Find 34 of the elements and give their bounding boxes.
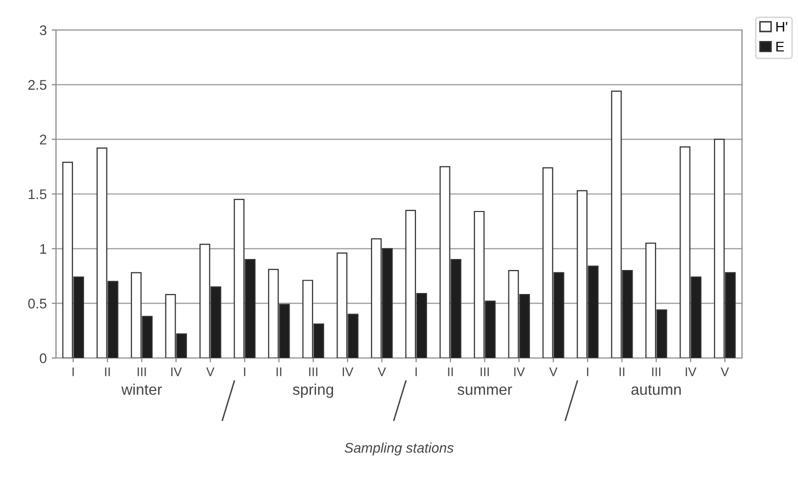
x-tick-label: I <box>244 367 246 376</box>
x-tick-label: I <box>587 367 588 376</box>
x-tick-label: III <box>480 367 489 376</box>
x-tick-label: V <box>378 367 386 376</box>
text: autumn <box>631 384 681 395</box>
legend-label: E <box>776 42 784 52</box>
y-tick-label: 1 <box>40 244 46 254</box>
x-tick-label: II <box>620 367 624 376</box>
y-tick-label: 3 <box>40 25 46 36</box>
y-tick-label: 2.5 <box>28 80 46 90</box>
text: winter <box>121 384 162 395</box>
y-tick-label: 1.5 <box>28 189 46 200</box>
x-tick-label: V <box>549 367 558 376</box>
x-tick-label: V <box>206 367 214 376</box>
x-tick-label: III <box>309 367 318 376</box>
y-tick-label: 2 <box>40 134 46 144</box>
text: spring <box>292 384 334 398</box>
x-tick-label: V <box>720 367 729 376</box>
x-tick-label: II <box>276 367 282 376</box>
x-tick-label: II <box>448 367 453 376</box>
x-tick-label: III <box>652 367 660 376</box>
y-tick-label: 0 <box>40 353 46 364</box>
x-axis-title: Sampling stations <box>344 442 454 456</box>
x-tick-label: I <box>72 367 74 376</box>
x-tick-label: IV <box>514 367 525 376</box>
x-tick-label: III <box>138 367 146 376</box>
x-tick-label: IV <box>686 367 696 376</box>
text: summer <box>458 386 512 395</box>
x-tick-label: II <box>105 367 110 376</box>
x-tick-label: IV <box>342 367 354 376</box>
x-tick-label: IV <box>171 367 182 376</box>
y-tick-label: 0.5 <box>28 298 46 309</box>
x-tick-label: I <box>416 367 417 376</box>
legend-label: H' <box>776 22 788 32</box>
